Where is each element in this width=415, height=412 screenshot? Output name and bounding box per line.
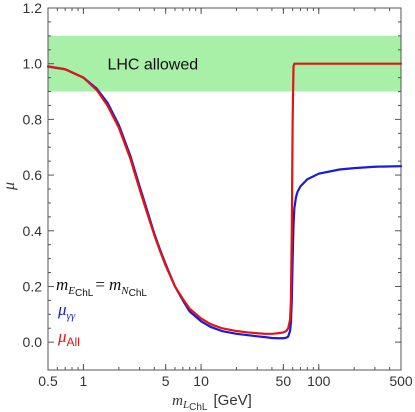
annotation-lhs-sub: E: [67, 285, 75, 297]
annotation-equals: =: [95, 275, 105, 294]
legend-mu-gg-sub: γγ: [67, 310, 76, 322]
y-tick-label: 1.0: [23, 56, 43, 72]
x-tick-label: 100: [307, 373, 331, 389]
y-tick-label: 0.8: [23, 111, 43, 127]
legend-mu-all-symbol: μ: [57, 327, 67, 346]
y-tick-label: 0.2: [23, 278, 43, 294]
y-axis-title: μ: [1, 182, 18, 191]
legend: mEChL = mNChL μγγ μAll: [56, 275, 147, 349]
y-tick-label: 0.0: [23, 334, 43, 350]
x-tick-label: 50: [276, 373, 292, 389]
annotation-lhs-symbol: m: [56, 275, 68, 294]
x-axis-sub: L: [182, 399, 189, 411]
annotation-rhs-sub: N: [120, 285, 129, 297]
legend-entry-mu-gammagamma: μγγ: [57, 300, 76, 322]
x-tick-label: 5: [162, 373, 170, 389]
legend-mu-gg-symbol: μ: [57, 300, 67, 319]
x-axis-symbol: m: [172, 393, 183, 409]
annotation-rhs-subsub: ChL: [129, 288, 148, 299]
y-tick-label: 0.6: [23, 167, 43, 183]
legend-entry-mu-all: μAll: [57, 327, 80, 349]
y-tick-label: 1.2: [23, 0, 43, 16]
x-axis-unit: [GeV]: [213, 392, 251, 409]
annotation-rhs-symbol: m: [109, 275, 121, 294]
mass-equality-annotation: mEChL = mNChL: [56, 275, 147, 299]
x-tick-label: 10: [193, 373, 209, 389]
x-tick-label: 1: [80, 373, 88, 389]
band-label: LHC allowed: [107, 57, 198, 74]
x-axis-title: mLChL [GeV]: [172, 392, 252, 412]
x-axis-subsub: ChL: [189, 402, 208, 412]
series-line-mu-gammagamma: [46, 65, 403, 340]
x-tick-label: 500: [389, 373, 413, 389]
legend-mu-all-sub: All: [67, 335, 80, 349]
svg-text:mLChL[GeV]: mLChL [GeV]: [172, 392, 252, 412]
y-tick-label: 0.4: [23, 223, 43, 239]
annotation-lhs-subsub: ChL: [75, 288, 94, 299]
series-line-mu-all: [46, 62, 403, 335]
x-tick-label: 0.5: [38, 373, 58, 389]
